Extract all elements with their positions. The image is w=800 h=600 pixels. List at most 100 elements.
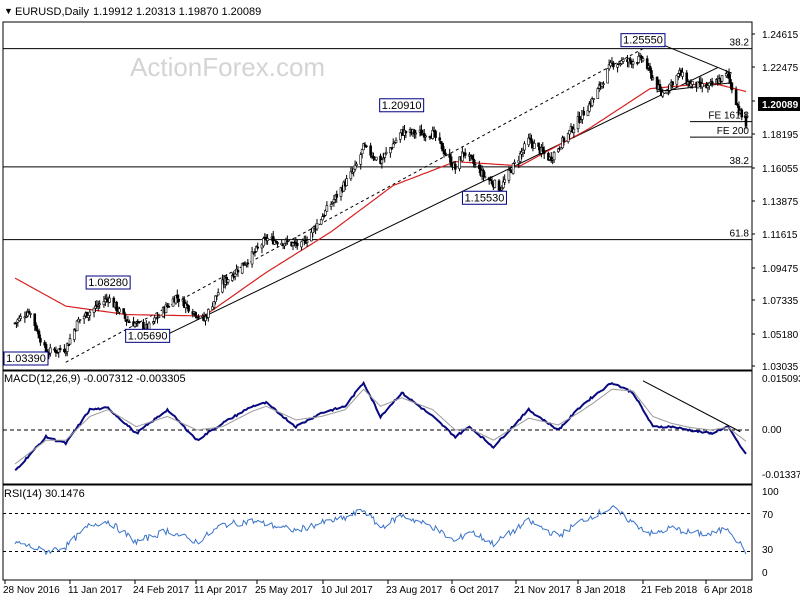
candle-body (518, 153, 522, 162)
candle-body (720, 75, 724, 82)
rsi-title: RSI(14) 30.1476 (4, 488, 85, 500)
candle-body (329, 204, 333, 207)
candle-body (675, 75, 679, 85)
candle-body (68, 338, 72, 345)
candle-body (355, 163, 358, 166)
price-label-box (461, 190, 507, 205)
candle-body (122, 308, 125, 314)
candle-body (424, 135, 427, 138)
candle-body (118, 308, 121, 313)
candle-body (324, 210, 327, 216)
candle-body (380, 159, 384, 164)
candle-body (439, 141, 443, 145)
price-label: 1.20910 (382, 100, 422, 112)
candle-body (586, 110, 590, 117)
candle-body (37, 330, 41, 339)
candle-body (513, 161, 516, 164)
price-tick-label: 1.18195 (762, 130, 799, 141)
candle-body (197, 316, 200, 319)
candle-body (671, 81, 674, 86)
candle-body (389, 147, 392, 154)
candle-body (133, 322, 137, 327)
candle-body (325, 205, 329, 212)
moving-average (14, 82, 747, 317)
candle-body (353, 164, 357, 170)
candle-body (398, 132, 402, 140)
price-label: 1.15530 (465, 192, 505, 204)
macd-panel-frame (2, 370, 753, 485)
current-price-tag (758, 97, 800, 111)
candles (13, 51, 748, 360)
candle-body (727, 72, 731, 79)
candle-body (472, 158, 475, 164)
price-tick-label: 1.16055 (762, 164, 799, 175)
candle-body (157, 315, 161, 318)
candle-body (151, 321, 155, 324)
candle-body (194, 312, 197, 317)
candle-body (108, 297, 111, 303)
candle-body (393, 142, 396, 145)
candle-body (444, 152, 447, 155)
candle-body (315, 223, 319, 230)
macd-signal-line (14, 388, 747, 465)
candle-body (48, 347, 52, 354)
candle-body (29, 313, 32, 315)
candle-body (648, 65, 652, 71)
symbol-title: EURUSD,Daily (15, 6, 89, 18)
symbol-arrow-icon[interactable]: ▼ (4, 6, 13, 16)
candle-body (175, 294, 179, 299)
candle-body (708, 82, 711, 87)
candle-body (75, 320, 79, 332)
candle-body (449, 156, 453, 166)
candle-body (438, 137, 442, 141)
candle-body (212, 301, 216, 308)
candle-body (511, 163, 515, 174)
candle-body (696, 81, 700, 89)
candle-body (579, 119, 583, 123)
candle-body (382, 157, 385, 160)
date-tick-label: 28 Nov 2016 (3, 585, 60, 596)
candle-body (349, 171, 353, 180)
candle-body (123, 313, 127, 319)
trendline (658, 42, 733, 74)
candle-body (177, 298, 180, 302)
candle-body (497, 180, 501, 191)
candle-body (262, 238, 265, 247)
date-tick-label: 21 Feb 2018 (641, 585, 698, 596)
price-tick-label: 1.07335 (762, 296, 799, 307)
level-label: 61.8 (730, 229, 750, 240)
macd-title: MACD(12,26,9) -0.007312 -0.003305 (4, 373, 186, 385)
macd-tick-label: -0.013376 (762, 470, 800, 481)
candle-body (473, 163, 477, 166)
price-tick-label: 1.24615 (762, 30, 799, 41)
candle-body (681, 71, 684, 77)
date-tick-label: 24 Feb 2017 (133, 585, 190, 596)
candle-body (391, 143, 395, 148)
candle-body (489, 179, 492, 181)
candle-body (404, 130, 408, 134)
price-label: 1.08280 (88, 277, 128, 289)
candle-body (34, 324, 38, 331)
candle-body (691, 80, 694, 85)
candle-body (730, 82, 734, 91)
panel-frames (2, 21, 753, 581)
macd-tick-label: 0.015093 (762, 374, 800, 385)
candle-body (236, 269, 240, 273)
candle-body (164, 304, 168, 314)
candle-body (321, 216, 324, 221)
candle-body (537, 142, 540, 147)
candle-body (286, 240, 289, 243)
rsi-tick-label: 30 (762, 545, 774, 556)
candle-body (128, 321, 131, 323)
candle-body (253, 251, 257, 253)
candle-body (527, 137, 530, 146)
candle-body (27, 310, 31, 314)
candle-body (533, 143, 536, 149)
price-label: 1.25550 (623, 35, 663, 47)
date-tick-label: 6 Apr 2018 (704, 585, 753, 596)
candle-body (207, 309, 210, 318)
candle-body (744, 116, 748, 127)
candle-body (562, 137, 566, 143)
price-label: 1.03390 (6, 353, 46, 365)
candle-body (335, 193, 339, 198)
